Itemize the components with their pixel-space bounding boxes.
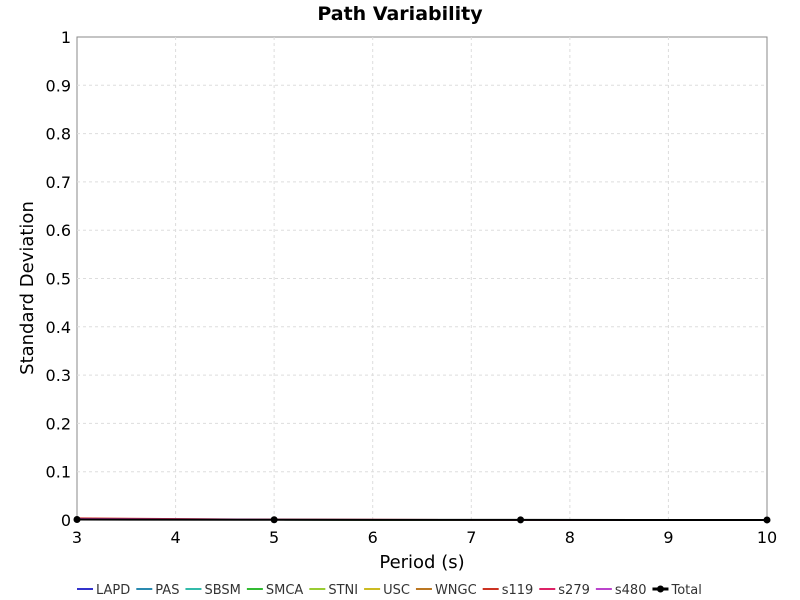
y-tick-label: 0.9 <box>46 76 71 95</box>
legend-marker <box>656 585 664 593</box>
x-tick-label: 3 <box>72 528 82 547</box>
legend-label: SBSM <box>204 583 240 598</box>
legend-label: LAPD <box>96 583 130 598</box>
legend-item-usc: USC <box>364 583 410 598</box>
x-tick-label: 10 <box>757 528 777 547</box>
legend-label: WNGC <box>435 583 477 598</box>
x-tick-label: 4 <box>170 528 180 547</box>
y-tick-label: 0.5 <box>46 270 71 289</box>
grid-lines <box>77 37 767 520</box>
legend-item-pas: PAS <box>136 583 179 598</box>
legend-item-total: Total <box>652 583 702 598</box>
legend-item-s119: s119 <box>482 583 534 598</box>
y-tick-label: 0.4 <box>46 318 71 337</box>
y-axis-label: Standard Deviation <box>17 201 38 375</box>
x-tick-label: 9 <box>663 528 673 547</box>
x-axis-ticks: 3 4 5 6 7 8 9 10 <box>72 528 777 547</box>
y-tick-label: 0.2 <box>46 414 71 433</box>
y-tick-label: 0 <box>61 511 71 530</box>
x-tick-label: 5 <box>269 528 279 547</box>
y-tick-label: 1 <box>61 28 71 47</box>
series-point-total <box>763 516 771 524</box>
legend-label: s119 <box>502 583 534 598</box>
legend-item-smca: SMCA <box>246 583 304 598</box>
legend-label: s480 <box>615 583 647 598</box>
legend: LAPD PAS SBSM SMCA STNI USC WNGC s119 s279 s480 To… <box>77 583 702 598</box>
legend-label: SMCA <box>266 583 304 598</box>
series-point-total <box>73 516 81 524</box>
series-lines <box>76 517 768 521</box>
series-markers <box>73 516 771 524</box>
legend-label: s279 <box>558 583 590 598</box>
x-tick-label: 7 <box>466 528 476 547</box>
y-tick-label: 0.1 <box>46 463 71 482</box>
series-line-total <box>76 518 768 521</box>
legend-item-lapd: LAPD <box>77 583 130 598</box>
legend-label: STNI <box>328 583 358 598</box>
series-point-total <box>270 516 278 524</box>
chart-title: Path Variability <box>317 3 483 25</box>
y-axis-ticks: 0 0.1 0.2 0.3 0.4 0.5 0.6 0.7 0.8 0.9 1 <box>46 28 71 530</box>
x-tick-label: 6 <box>368 528 378 547</box>
y-tick-label: 0.7 <box>46 173 71 192</box>
y-tick-label: 0.8 <box>46 125 71 144</box>
legend-label: USC <box>383 583 410 598</box>
legend-item-s279: s279 <box>539 583 590 598</box>
x-axis-label: Period (s) <box>379 552 464 573</box>
legend-item-s480: s480 <box>595 583 647 598</box>
x-tick-label: 8 <box>565 528 575 547</box>
series-point-total <box>517 516 525 524</box>
legend-label: PAS <box>155 583 179 598</box>
legend-item-wngc: WNGC <box>415 583 477 598</box>
legend-item-sbsm: SBSM <box>185 583 241 598</box>
y-tick-label: 0.6 <box>46 221 71 240</box>
y-tick-label: 0.3 <box>46 366 71 385</box>
legend-label: Total <box>670 583 701 598</box>
legend-item-stni: STNI <box>309 583 358 598</box>
